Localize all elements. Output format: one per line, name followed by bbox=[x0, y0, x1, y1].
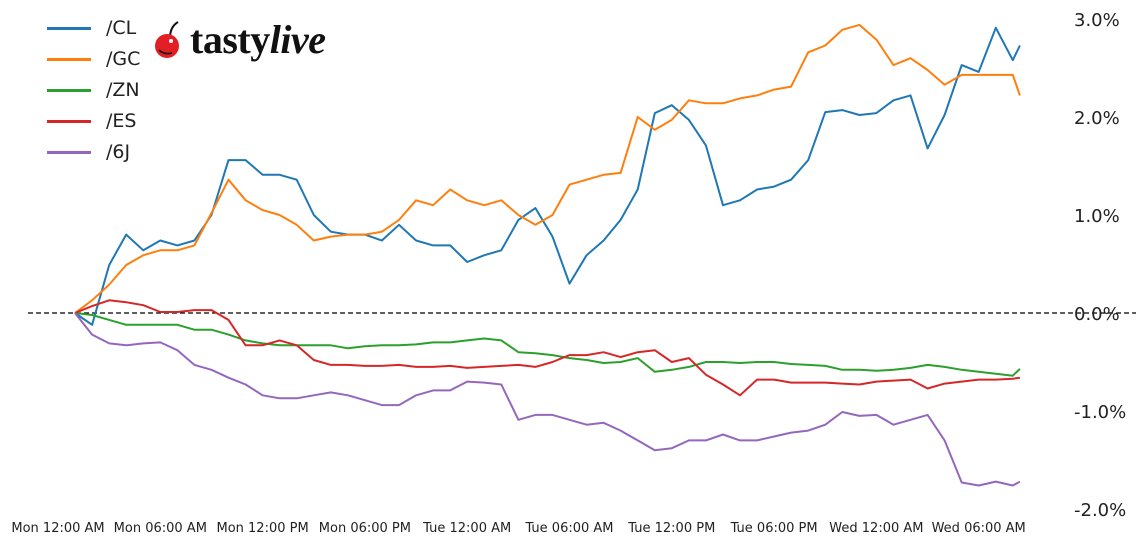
cherry-icon bbox=[155, 20, 179, 58]
x-tick-label: Tue 06:00 PM bbox=[730, 521, 818, 536]
legend-swatch bbox=[47, 57, 91, 61]
x-tick-label: Tue 12:00 PM bbox=[627, 521, 715, 536]
legend-label: /CL bbox=[106, 17, 137, 39]
series-layer bbox=[74, 23, 1021, 487]
series-line-gc bbox=[74, 23, 1021, 314]
legend-swatch bbox=[47, 88, 91, 92]
series-line-es bbox=[74, 299, 1021, 397]
y-tick-label: 1.0% bbox=[1074, 206, 1120, 227]
x-tick-label: Mon 06:00 PM bbox=[319, 521, 411, 536]
series-line-cl bbox=[74, 26, 1021, 326]
y-tick-label: 3.0% bbox=[1074, 10, 1120, 31]
series-line-zn bbox=[74, 312, 1021, 377]
x-tick-label: Mon 12:00 AM bbox=[11, 521, 104, 536]
y-tick-label: 0.0% bbox=[1074, 304, 1120, 325]
legend-item: /ES bbox=[47, 110, 137, 132]
x-tick-label: Wed 12:00 AM bbox=[829, 521, 923, 536]
legend-label: /6J bbox=[106, 141, 131, 163]
legend-label: /GC bbox=[106, 48, 141, 70]
legend-swatch bbox=[47, 26, 91, 30]
x-tick-label: Mon 12:00 PM bbox=[216, 521, 308, 536]
y-tick-label: 2.0% bbox=[1074, 108, 1120, 129]
x-tick-label: Mon 06:00 AM bbox=[114, 521, 207, 536]
x-tick-label: Wed 06:00 AM bbox=[932, 521, 1026, 536]
legend-item: /6J bbox=[47, 141, 131, 163]
legend-item: /GC bbox=[47, 48, 141, 70]
legend-label: /ES bbox=[106, 110, 137, 132]
legend-item: /ZN bbox=[47, 79, 140, 101]
legend-swatch bbox=[47, 150, 91, 154]
x-axis: Mon 12:00 AM Mon 06:00 AM Mon 12:00 PM Mon … bbox=[11, 521, 1025, 536]
series-line-6j bbox=[74, 312, 1021, 487]
legend-label: /ZN bbox=[106, 79, 140, 101]
logo-text: tastylive bbox=[190, 17, 326, 62]
tastylive-logo: tastylive bbox=[150, 16, 326, 63]
legend-item: /CL bbox=[47, 17, 137, 39]
y-tick-label: -1.0% bbox=[1074, 402, 1126, 423]
x-tick-label: Tue 12:00 AM bbox=[422, 521, 511, 536]
legend-swatch bbox=[47, 119, 91, 123]
x-tick-label: Tue 06:00 AM bbox=[524, 521, 613, 536]
y-axis: 3.0% 2.0% 1.0% 0.0% -1.0% -2.0% bbox=[1074, 10, 1126, 521]
y-tick-label: -2.0% bbox=[1074, 500, 1126, 521]
